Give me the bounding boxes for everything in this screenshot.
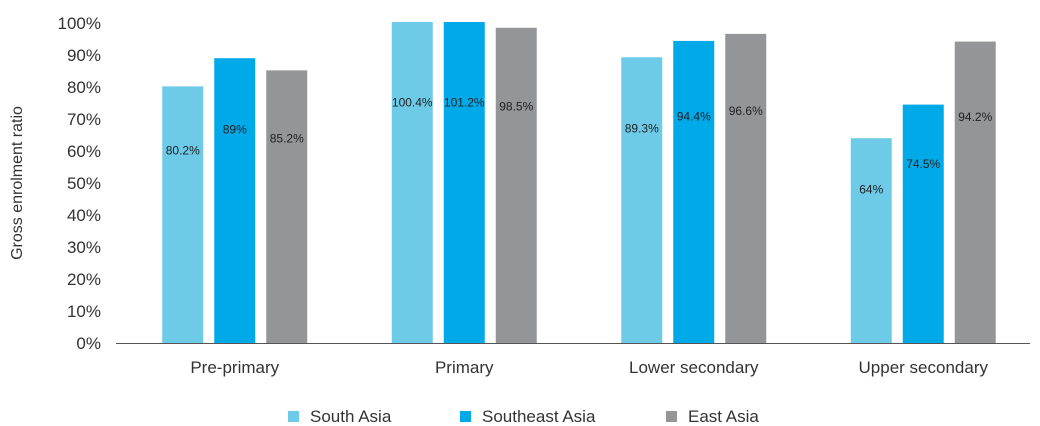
y-tick-label: 50%	[67, 174, 101, 193]
bar	[621, 57, 663, 344]
legend-label: South Asia	[310, 407, 392, 426]
y-tick-label: 10%	[67, 302, 101, 321]
bar	[443, 22, 485, 343]
y-axis: 0% 10% 20% 30% 40% 50% 60% 70% 80% 90% 100%	[58, 14, 101, 353]
data-label: 74.5%	[906, 157, 940, 171]
y-tick-label: 100%	[58, 14, 101, 33]
legend-swatch	[460, 411, 471, 422]
y-tick-label: 80%	[67, 78, 101, 97]
data-label: 64%	[859, 182, 883, 196]
data-label: 94.2%	[958, 110, 992, 124]
x-tick-label: Primary	[435, 358, 494, 377]
x-tick-label: Pre-primary	[190, 358, 279, 377]
x-axis: Pre-primary Primary Lower secondary Upper s…	[190, 358, 988, 377]
y-tick-label: 40%	[67, 206, 101, 225]
data-label: 101.2%	[444, 95, 485, 109]
bar	[850, 138, 892, 343]
y-tick-label: 0%	[76, 334, 101, 353]
legend-label: East Asia	[688, 407, 759, 426]
y-tick-label: 30%	[67, 238, 101, 257]
data-label: 98.5%	[499, 100, 533, 114]
data-label: 89.3%	[625, 122, 659, 136]
bar	[391, 22, 433, 343]
bar	[266, 70, 308, 344]
bars: 80.2% 89% 85.2% 100.4% 101.2% 98.5% 89.3% 94.4%…	[162, 22, 996, 344]
y-tick-label: 70%	[67, 110, 101, 129]
legend-label: Southeast Asia	[482, 407, 596, 426]
y-tick-label: 60%	[67, 142, 101, 161]
bar	[495, 27, 537, 344]
bar	[673, 40, 715, 344]
bar	[725, 33, 767, 343]
y-tick-label: 20%	[67, 270, 101, 289]
bar	[162, 86, 204, 344]
x-tick-label: Upper secondary	[859, 358, 989, 377]
legend: South Asia Southeast Asia East Asia	[288, 407, 759, 426]
y-tick-label: 90%	[67, 46, 101, 65]
data-label: 100.4%	[392, 95, 433, 109]
x-tick-label: Lower secondary	[629, 358, 759, 377]
data-label: 96.6%	[729, 104, 763, 118]
data-label: 85.2%	[270, 132, 304, 146]
bar	[902, 104, 944, 343]
legend-swatch	[666, 411, 677, 422]
data-label: 89%	[223, 122, 247, 136]
data-label: 80.2%	[166, 144, 200, 158]
legend-swatch	[288, 411, 299, 422]
data-label: 94.4%	[677, 109, 711, 123]
bar	[214, 58, 256, 343]
y-axis-title: Gross enrolment ratio	[9, 106, 26, 260]
bar	[954, 41, 996, 344]
